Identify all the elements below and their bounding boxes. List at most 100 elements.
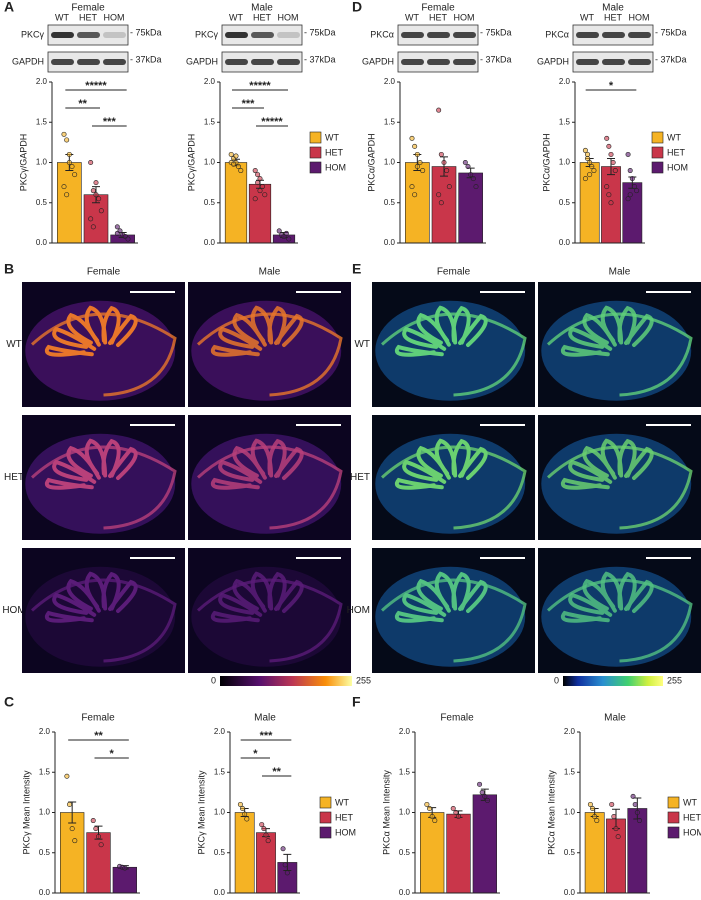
data-point: [594, 818, 600, 824]
data-point: [625, 196, 631, 202]
data-point: [634, 188, 640, 194]
y-tick-label: 1.0: [559, 158, 571, 167]
tissue: [191, 433, 342, 534]
data-point: [582, 147, 588, 153]
data-point: [284, 870, 290, 876]
folia: [44, 571, 138, 623]
data-point: [585, 155, 591, 161]
folia: [210, 571, 304, 623]
lane-label: HET: [429, 12, 448, 22]
data-point: [587, 172, 593, 178]
chart-title: Female: [71, 3, 105, 14]
lane-label: HET: [79, 12, 98, 22]
data-point: [417, 160, 423, 166]
y-tick-label: 1.0: [214, 808, 226, 817]
chart-title: Male: [254, 713, 276, 724]
data-point: [629, 176, 635, 182]
legend-swatch: [651, 146, 664, 159]
folia: [210, 305, 304, 357]
data-point: [69, 164, 75, 170]
blot-band: [576, 32, 599, 38]
legend-swatch: [651, 131, 664, 144]
lane-label: HET: [253, 12, 272, 22]
blot-row-label: GAPDH: [537, 56, 569, 66]
data-point: [114, 224, 120, 230]
data-point: [444, 168, 450, 174]
folia: [560, 305, 654, 357]
folium: [458, 446, 488, 480]
bar: [86, 832, 111, 894]
data-point: [64, 192, 70, 198]
folium-outer: [546, 445, 693, 530]
y-tick-label: 0.0: [36, 238, 48, 247]
lane-label: HOM: [278, 12, 299, 22]
y-tick-label: 0.0: [399, 888, 411, 897]
data-point: [262, 192, 268, 198]
data-point: [453, 809, 459, 815]
folium-outer: [546, 312, 693, 397]
significance-label: **: [272, 766, 281, 778]
folia: [44, 438, 138, 490]
significance-label: **: [78, 98, 87, 110]
blot-band: [401, 32, 424, 38]
tissue: [25, 433, 176, 534]
data-point: [604, 135, 610, 141]
data-point: [98, 208, 104, 214]
bar: [57, 162, 82, 244]
data-point: [438, 151, 444, 157]
legend-label: HET: [667, 147, 686, 157]
column-label: Female: [437, 267, 471, 278]
folium: [101, 438, 121, 478]
y-tick-label: 2.0: [559, 77, 571, 86]
blot-marker: - 37kDa: [480, 54, 512, 64]
y-axis-label: PKCα Mean Intensity: [546, 770, 556, 855]
legend-label: HOM: [683, 827, 701, 837]
folium-outer: [196, 445, 343, 530]
data-point: [590, 805, 596, 811]
data-point: [259, 822, 265, 828]
legend-label: HET: [683, 812, 701, 822]
y-axis-label: PKCγ/GAPDH: [18, 134, 28, 192]
y-tick-label: 1.0: [204, 158, 216, 167]
tissue: [375, 300, 526, 401]
folium: [624, 579, 654, 613]
blot-band: [401, 59, 424, 65]
blot-band: [453, 32, 476, 38]
blot-marker: - 75kDa: [130, 27, 162, 37]
column-label: Female: [87, 267, 121, 278]
tissue: [25, 566, 176, 667]
data-point: [259, 184, 265, 190]
folium: [267, 571, 287, 611]
folia: [210, 438, 304, 490]
data-point: [432, 818, 438, 824]
data-point: [468, 172, 474, 178]
blot-band: [251, 32, 274, 38]
blot-band: [277, 59, 300, 65]
data-point: [627, 168, 633, 174]
data-point: [608, 151, 614, 157]
y-tick-label: 0.0: [564, 888, 576, 897]
y-tick-label: 0.5: [214, 848, 226, 857]
panel-letter: B: [4, 261, 14, 277]
data-point: [64, 773, 70, 779]
y-tick-label: 0.5: [564, 848, 576, 857]
column-label: Male: [259, 267, 281, 278]
folium: [451, 438, 471, 478]
blot-band: [628, 59, 651, 65]
data-point: [438, 200, 444, 206]
data-point: [462, 160, 468, 166]
folium: [44, 344, 94, 357]
data-point: [228, 151, 234, 157]
blot-row-label: GAPDH: [12, 56, 44, 66]
y-axis-label: PKCα/GAPDH: [366, 133, 376, 191]
blot-band: [277, 32, 300, 38]
folium: [274, 579, 304, 613]
chart-title: Male: [602, 3, 624, 14]
y-tick-label: 0.5: [204, 198, 216, 207]
data-point: [627, 192, 633, 198]
legend-swatch: [667, 811, 680, 824]
data-point: [589, 164, 595, 170]
bar: [472, 794, 497, 894]
data-point: [93, 192, 99, 198]
chart-title: Male: [251, 3, 273, 14]
